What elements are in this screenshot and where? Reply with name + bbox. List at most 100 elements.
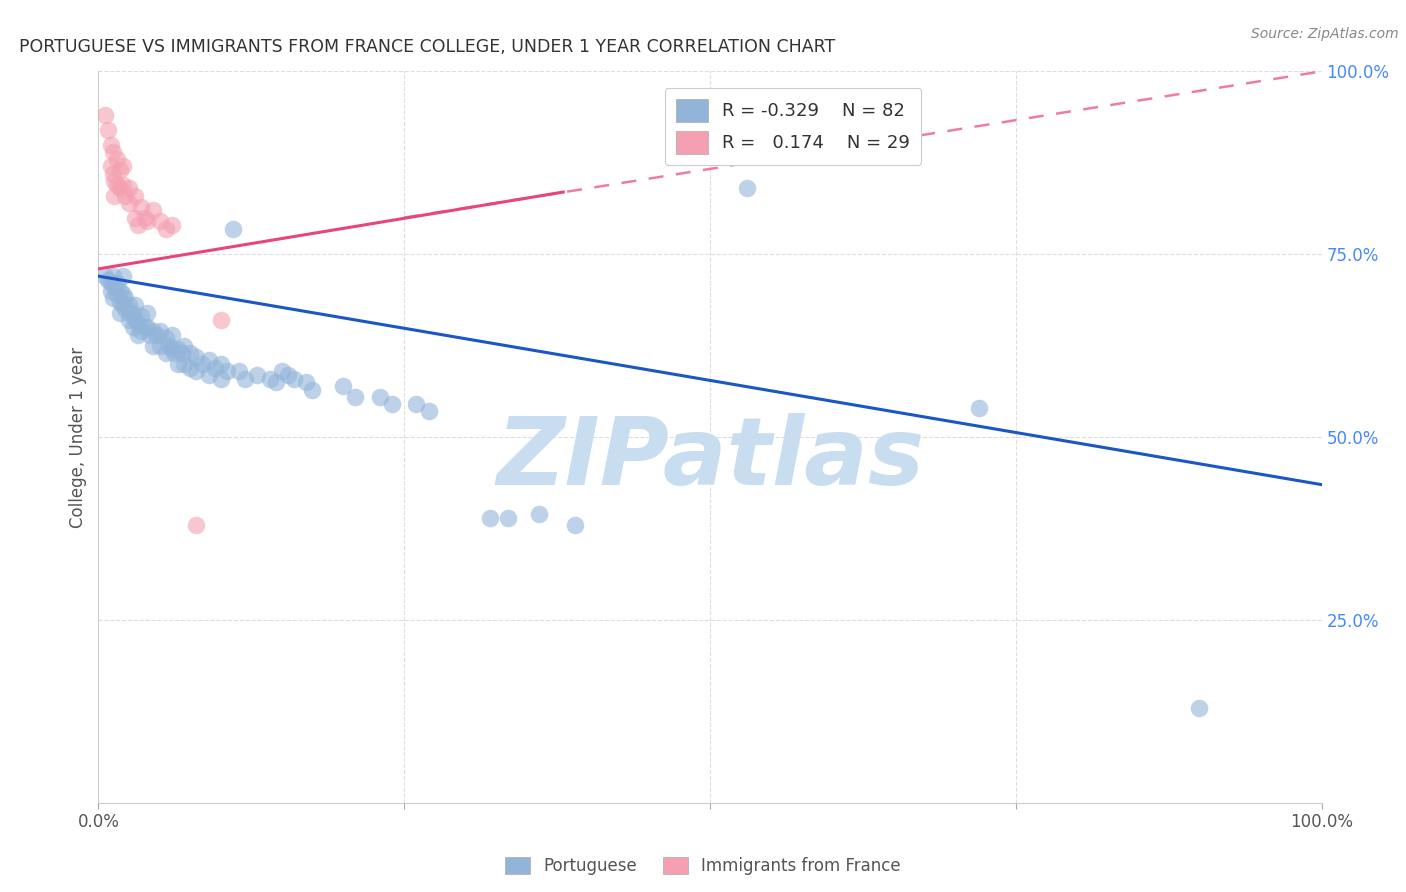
Point xyxy=(118,298,141,312)
Point xyxy=(121,320,143,334)
Point xyxy=(270,364,294,378)
Legend: R = -0.329    N = 82, R =   0.174    N = 29: R = -0.329 N = 82, R = 0.174 N = 29 xyxy=(665,87,921,165)
Point xyxy=(149,324,172,338)
Point xyxy=(100,160,122,174)
Point xyxy=(127,317,149,331)
Point xyxy=(228,364,250,378)
Point xyxy=(167,343,190,357)
Point xyxy=(283,371,305,385)
Point xyxy=(105,152,128,166)
Point xyxy=(170,346,193,360)
Point xyxy=(134,320,156,334)
Point xyxy=(101,269,124,284)
Point xyxy=(496,510,519,524)
Point xyxy=(110,163,132,178)
Point xyxy=(129,200,152,214)
Point xyxy=(118,196,141,211)
Point xyxy=(160,218,183,232)
Point xyxy=(136,320,159,334)
Point xyxy=(111,287,134,301)
Point xyxy=(167,357,190,371)
Y-axis label: College, Under 1 year: College, Under 1 year xyxy=(69,346,87,528)
Point xyxy=(127,327,149,342)
Point xyxy=(100,137,122,152)
Point xyxy=(160,343,183,357)
Point xyxy=(101,145,124,159)
Point xyxy=(110,306,132,320)
Point xyxy=(186,350,208,364)
Point xyxy=(186,517,208,532)
Point xyxy=(149,214,172,228)
Point xyxy=(118,181,141,195)
Point xyxy=(197,368,219,382)
Point xyxy=(100,284,122,298)
Point xyxy=(136,214,159,228)
Point xyxy=(93,108,115,122)
Point xyxy=(155,331,177,345)
Point xyxy=(118,313,141,327)
Point xyxy=(129,310,152,324)
Point xyxy=(103,174,125,188)
Point xyxy=(163,346,186,360)
Point xyxy=(186,364,208,378)
Point xyxy=(405,397,427,411)
Point xyxy=(124,188,146,202)
Point xyxy=(97,273,120,287)
Point xyxy=(101,291,124,305)
Point xyxy=(381,397,404,411)
Point xyxy=(111,269,134,284)
Point xyxy=(105,277,128,291)
Point xyxy=(564,517,586,532)
Point xyxy=(114,291,136,305)
Point xyxy=(301,383,323,397)
Text: Source: ZipAtlas.com: Source: ZipAtlas.com xyxy=(1251,27,1399,41)
Point xyxy=(209,371,232,385)
Point xyxy=(93,269,115,284)
Point xyxy=(295,376,318,390)
Point xyxy=(124,211,146,225)
Point xyxy=(142,338,165,352)
Point xyxy=(332,379,354,393)
Point xyxy=(967,401,990,415)
Point xyxy=(179,346,201,360)
Point xyxy=(105,287,128,301)
Point xyxy=(97,123,120,137)
Point xyxy=(527,507,550,521)
Point xyxy=(124,313,146,327)
Text: ZIPatlas: ZIPatlas xyxy=(496,413,924,505)
Point xyxy=(277,368,299,382)
Point xyxy=(215,364,238,378)
Point xyxy=(111,178,134,192)
Text: PORTUGUESE VS IMMIGRANTS FROM FRANCE COLLEGE, UNDER 1 YEAR CORRELATION CHART: PORTUGUESE VS IMMIGRANTS FROM FRANCE COL… xyxy=(18,38,835,56)
Point xyxy=(110,181,132,195)
Point xyxy=(114,188,136,202)
Point xyxy=(222,221,245,235)
Point xyxy=(103,188,125,202)
Point xyxy=(129,324,152,338)
Point xyxy=(157,338,180,352)
Point xyxy=(124,298,146,312)
Point xyxy=(101,167,124,181)
Point xyxy=(142,203,165,218)
Legend: Portuguese, Immigrants from France: Portuguese, Immigrants from France xyxy=(498,849,908,884)
Point xyxy=(173,338,195,352)
Point xyxy=(118,306,141,320)
Point xyxy=(105,178,128,192)
Point xyxy=(142,324,165,338)
Point xyxy=(209,313,232,327)
Point xyxy=(111,160,134,174)
Point xyxy=(344,390,367,404)
Point xyxy=(1188,700,1211,714)
Point xyxy=(478,510,501,524)
Point xyxy=(368,390,391,404)
Point xyxy=(246,368,269,382)
Point xyxy=(121,306,143,320)
Point xyxy=(149,338,172,352)
Point xyxy=(191,357,214,371)
Point xyxy=(209,357,232,371)
Point xyxy=(103,280,125,294)
Point xyxy=(259,371,281,385)
Point xyxy=(136,306,159,320)
Point xyxy=(134,211,156,225)
Point xyxy=(173,357,195,371)
